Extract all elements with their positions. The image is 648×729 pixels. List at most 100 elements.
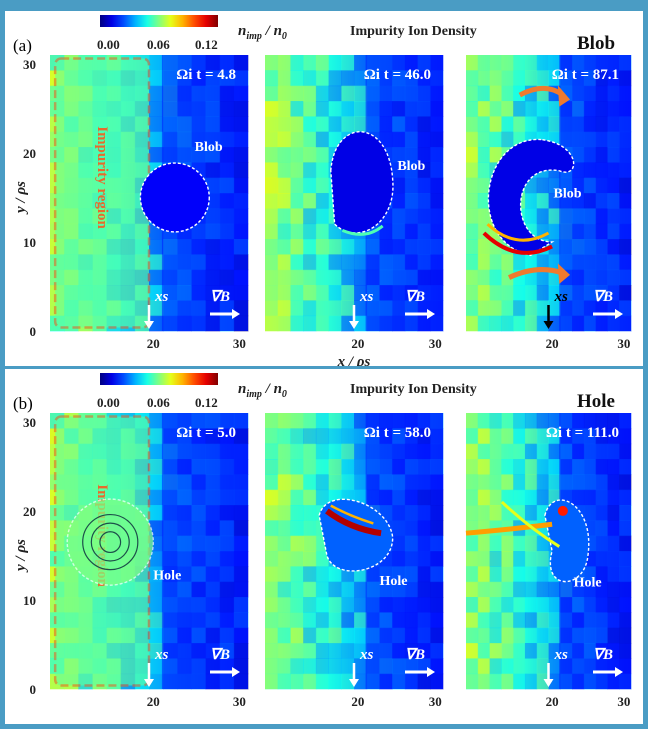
noise-cell [466,413,479,429]
noise-cell [265,285,279,301]
noise-cell [277,627,291,644]
noise-cell [548,474,561,491]
noise-cell [524,413,538,429]
noise-cell [501,581,514,598]
noise-cell [149,269,164,286]
noise-cell [513,535,526,552]
noise-cell [354,581,368,598]
noise-cell [354,70,368,87]
dark-region [559,55,631,331]
noise-cell [466,193,479,209]
noise-cell [466,535,479,552]
noise-cell [265,612,279,629]
noise-cell [149,239,164,255]
noise-cell [466,658,479,675]
noise-cell [548,177,561,194]
noise-cell [548,70,561,87]
noise-cell [315,285,330,301]
noise-cell [489,85,502,102]
noise-cell [303,193,317,209]
noise-cell [303,673,317,690]
noise-cell [265,254,279,271]
hole-contour [90,522,130,562]
noise-cell [149,70,164,87]
noise-cell [303,147,317,163]
region-label: Impurity region [94,126,110,229]
noise-cell [466,101,479,117]
noise-cell [466,566,479,583]
noise-cell [315,474,330,491]
noise-cell [489,673,502,690]
noise-cell [548,413,561,429]
noise-cell [466,505,479,521]
noise-cell [477,551,491,567]
noise-cell [477,254,491,271]
noise-cell [477,285,491,301]
noise-cell [354,597,368,613]
xs-arrowhead [349,321,359,329]
noise-cell [315,208,330,225]
noise-cell [265,70,279,87]
noise-cell [277,489,291,506]
xs-label: xs [154,647,169,663]
colorbar-tick: 0.00 [97,37,120,52]
noise-cell [466,177,479,194]
noise-cell [524,627,538,644]
noise-cell [290,612,304,629]
noise-cell [303,116,317,133]
noise-cell [303,658,317,675]
noise-cell [149,131,164,148]
noise-cell [466,428,479,445]
noise-cell [290,116,304,133]
y-tick-label: 20 [23,504,36,519]
noise-cell [277,413,291,429]
noise-cell [501,474,514,491]
noise-cell [303,208,317,225]
colorbar [100,373,218,385]
noise-cell [265,658,279,675]
noise-cell [265,269,279,286]
x-tick-label: 30 [233,694,246,709]
rotation-arrowhead [557,263,571,284]
noise-cell [303,285,317,301]
noise-cell [315,85,330,102]
noise-cell [501,254,514,271]
noise-cell [341,315,355,332]
y-tick-label: 0 [30,324,37,339]
noise-cell [315,269,330,286]
noise-cell [149,116,164,133]
noise-cell [354,474,368,491]
noise-cell [536,208,549,225]
noise-cell [513,459,526,475]
noise-cell [290,269,304,286]
x-tick-label: 20 [546,336,559,351]
noise-cell [303,551,317,567]
noise-cell [548,315,561,332]
noise-cell [477,505,491,521]
noise-cell [489,597,502,613]
noise-cell [328,55,342,71]
noise-cell [277,239,291,255]
noise-cell [277,673,291,690]
noise-cell [536,459,549,475]
noise-cell [303,239,317,255]
noise-cell [466,55,479,71]
chart-title: Impurity Ion Density [350,24,477,39]
noise-cell [315,551,330,567]
noise-cell [548,443,561,460]
noise-cell [489,428,502,445]
xs-label: xs [554,289,569,305]
noise-cell [489,131,502,148]
noise-cell [277,131,291,148]
noise-cell [477,315,491,332]
noise-cell [466,239,479,255]
noise-cell [303,101,317,117]
noise-cell [536,612,549,629]
noise-cell [265,428,279,445]
time-label: Ωi t = 58.0 [364,425,431,441]
noise-cell [315,489,330,506]
impurity-streak [486,223,550,242]
noise-cell [290,520,304,537]
noise-cell [536,413,549,429]
noise-cell [303,177,317,194]
